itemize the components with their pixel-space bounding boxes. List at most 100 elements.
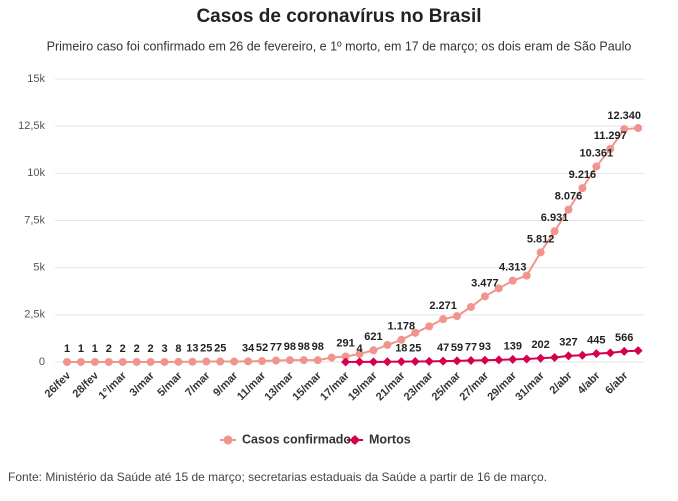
point: [620, 125, 629, 134]
data-label: 4.313: [499, 262, 527, 274]
point: [439, 315, 448, 324]
chart-title: Casos de coronavírus no Brasil: [196, 6, 481, 27]
point: [160, 357, 169, 366]
legend-item: Mortos: [347, 432, 411, 446]
x-tick-label: 4/abr: [575, 369, 603, 397]
point: [397, 335, 406, 344]
point: [591, 349, 601, 359]
point: [508, 276, 517, 285]
point: [202, 357, 211, 366]
point: [313, 356, 322, 365]
point: [369, 346, 378, 355]
point: [550, 227, 559, 236]
data-label: 25: [409, 342, 421, 354]
point: [146, 357, 155, 366]
data-label: 566: [615, 332, 633, 344]
point: [494, 284, 503, 293]
x-tick-label: 1°/mar: [97, 369, 130, 402]
point: [619, 346, 629, 356]
legend-marker: [223, 435, 233, 445]
point: [522, 271, 531, 280]
data-label: 2: [148, 343, 154, 355]
y-tick-label: 5k: [33, 262, 45, 274]
y-tick-label: 0: [39, 356, 45, 368]
data-label: 2.271: [429, 300, 457, 312]
series-line: [345, 349, 639, 363]
point: [564, 205, 573, 214]
point: [466, 303, 475, 312]
point: [494, 355, 504, 365]
point: [216, 357, 225, 366]
point: [438, 356, 448, 366]
point: [230, 357, 239, 366]
data-label: 2: [106, 343, 112, 355]
point: [368, 357, 378, 367]
data-label: 98: [312, 341, 324, 353]
data-label: 13: [186, 343, 198, 355]
data-label: 18: [395, 343, 407, 355]
data-label: 25: [200, 342, 212, 354]
x-tick-label: 29/mar: [485, 369, 519, 403]
x-tick-label: 28/fev: [70, 369, 101, 400]
data-label: 445: [587, 335, 605, 347]
point: [285, 356, 294, 365]
data-label: 12.340: [607, 110, 641, 122]
point: [536, 248, 545, 257]
point: [577, 350, 587, 360]
x-tick-label: 15/mar: [290, 369, 324, 403]
point: [508, 354, 518, 364]
x-tick-label: 5/mar: [155, 369, 185, 399]
data-label: 621: [364, 331, 382, 343]
point: [480, 292, 489, 301]
point: [522, 354, 532, 364]
data-label: 3: [161, 343, 167, 355]
point: [452, 356, 462, 366]
point: [453, 312, 462, 321]
data-label: 10.361: [580, 147, 614, 159]
x-tick-label: 31/mar: [513, 369, 547, 403]
point: [605, 348, 615, 358]
data-label: 1: [92, 343, 98, 355]
data-label: 291: [336, 337, 354, 349]
legend-label: Casos confirmados: [242, 432, 358, 446]
data-label: 93: [479, 341, 491, 353]
point: [633, 346, 643, 356]
data-label: 327: [559, 337, 577, 349]
y-tick-label: 10k: [27, 167, 45, 179]
data-label: 202: [531, 339, 549, 351]
data-label: 2: [134, 343, 140, 355]
point: [383, 340, 392, 349]
x-tick-label: 27/mar: [457, 369, 491, 403]
chart-subtitle: Primeiro caso foi confirmado em 26 de fe…: [47, 39, 632, 53]
x-tick-label: 11/mar: [235, 369, 269, 403]
data-label: 25: [214, 342, 226, 354]
point: [174, 357, 183, 366]
data-label: 6.931: [541, 212, 569, 224]
point: [606, 144, 615, 153]
x-tick-label: 7/mar: [183, 369, 213, 399]
data-label: 98: [284, 341, 296, 353]
data-label: 59: [451, 342, 463, 354]
point: [425, 322, 434, 331]
point: [410, 357, 420, 367]
point: [188, 357, 197, 366]
data-label: 34: [242, 342, 255, 354]
point: [480, 355, 490, 365]
y-tick-label: 12,5k: [18, 120, 45, 132]
point: [90, 357, 99, 366]
legend-marker: [350, 435, 360, 445]
data-label: 2: [120, 343, 126, 355]
point: [244, 357, 253, 366]
point: [355, 349, 364, 358]
point: [341, 352, 350, 361]
point: [327, 353, 336, 362]
x-tick-label: 21/mar: [374, 369, 408, 403]
point: [355, 357, 365, 367]
point: [536, 353, 546, 363]
x-tick-label: 23/mar: [402, 369, 436, 403]
x-tick-label: 13/mar: [262, 369, 296, 403]
point: [411, 328, 420, 337]
data-label: 52: [256, 342, 268, 354]
data-label: 3.477: [471, 277, 499, 289]
